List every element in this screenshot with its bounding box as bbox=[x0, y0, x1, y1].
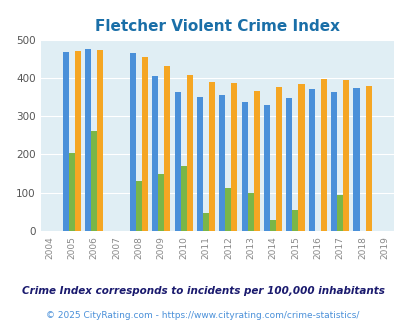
Bar bbox=[241, 102, 247, 231]
Bar bbox=[330, 92, 336, 231]
Bar bbox=[69, 152, 75, 231]
Bar bbox=[247, 193, 253, 231]
Bar bbox=[253, 90, 259, 231]
Bar bbox=[174, 92, 180, 231]
Bar bbox=[63, 52, 69, 231]
Bar bbox=[320, 79, 326, 231]
Bar bbox=[75, 51, 81, 231]
Bar bbox=[275, 87, 281, 231]
Title: Fletcher Violent Crime Index: Fletcher Violent Crime Index bbox=[94, 19, 339, 34]
Bar bbox=[342, 80, 348, 231]
Bar bbox=[231, 83, 237, 231]
Bar bbox=[158, 174, 164, 231]
Bar bbox=[225, 188, 231, 231]
Bar bbox=[136, 181, 142, 231]
Bar bbox=[180, 166, 186, 231]
Bar bbox=[164, 66, 170, 231]
Bar bbox=[97, 50, 103, 231]
Bar bbox=[219, 95, 225, 231]
Bar bbox=[130, 53, 136, 231]
Bar bbox=[152, 76, 158, 231]
Bar bbox=[353, 88, 358, 231]
Text: © 2025 CityRating.com - https://www.cityrating.com/crime-statistics/: © 2025 CityRating.com - https://www.city… bbox=[46, 312, 359, 320]
Bar bbox=[202, 213, 209, 231]
Bar bbox=[85, 49, 91, 231]
Bar bbox=[336, 195, 342, 231]
Bar bbox=[292, 210, 298, 231]
Bar bbox=[186, 75, 192, 231]
Bar bbox=[196, 97, 202, 231]
Bar bbox=[298, 84, 304, 231]
Bar bbox=[308, 88, 314, 231]
Bar bbox=[364, 86, 371, 231]
Bar bbox=[142, 57, 148, 231]
Bar bbox=[209, 82, 215, 231]
Bar bbox=[263, 106, 269, 231]
Bar bbox=[269, 219, 275, 231]
Bar bbox=[91, 131, 97, 231]
Text: Crime Index corresponds to incidents per 100,000 inhabitants: Crime Index corresponds to incidents per… bbox=[21, 286, 384, 296]
Bar bbox=[286, 98, 292, 231]
